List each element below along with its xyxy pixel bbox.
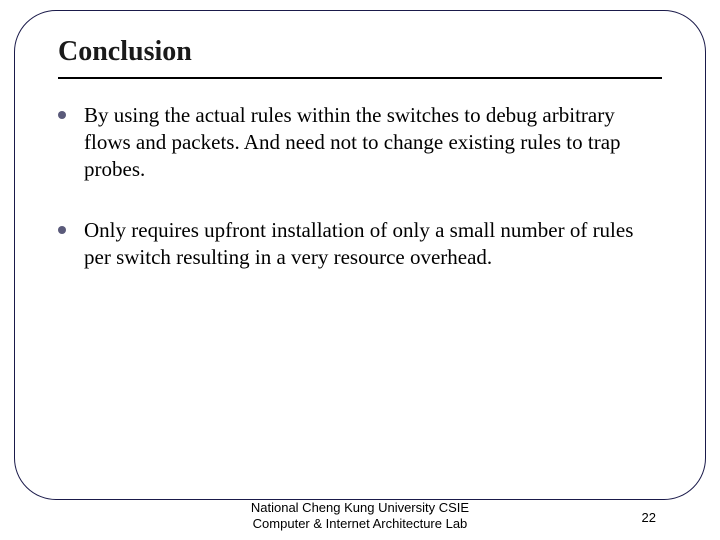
footer-line-2: Computer & Internet Architecture Lab	[253, 516, 468, 531]
footer-line-1: National Cheng Kung University CSIE	[251, 500, 469, 515]
page-number: 22	[642, 510, 656, 525]
slide-footer: National Cheng Kung University CSIE Comp…	[0, 500, 720, 533]
bullet-item: Only requires upfront installation of on…	[58, 217, 662, 271]
bullet-item: By using the actual rules within the swi…	[58, 102, 662, 183]
bullet-dot-icon	[58, 226, 66, 234]
slide-content: By using the actual rules within the swi…	[58, 102, 662, 304]
footer-text: National Cheng Kung University CSIE Comp…	[251, 500, 469, 533]
bullet-text: Only requires upfront installation of on…	[84, 217, 662, 271]
title-underline	[58, 77, 662, 79]
bullet-text: By using the actual rules within the swi…	[84, 102, 662, 183]
bullet-dot-icon	[58, 111, 66, 119]
slide-title: Conclusion	[58, 36, 192, 68]
